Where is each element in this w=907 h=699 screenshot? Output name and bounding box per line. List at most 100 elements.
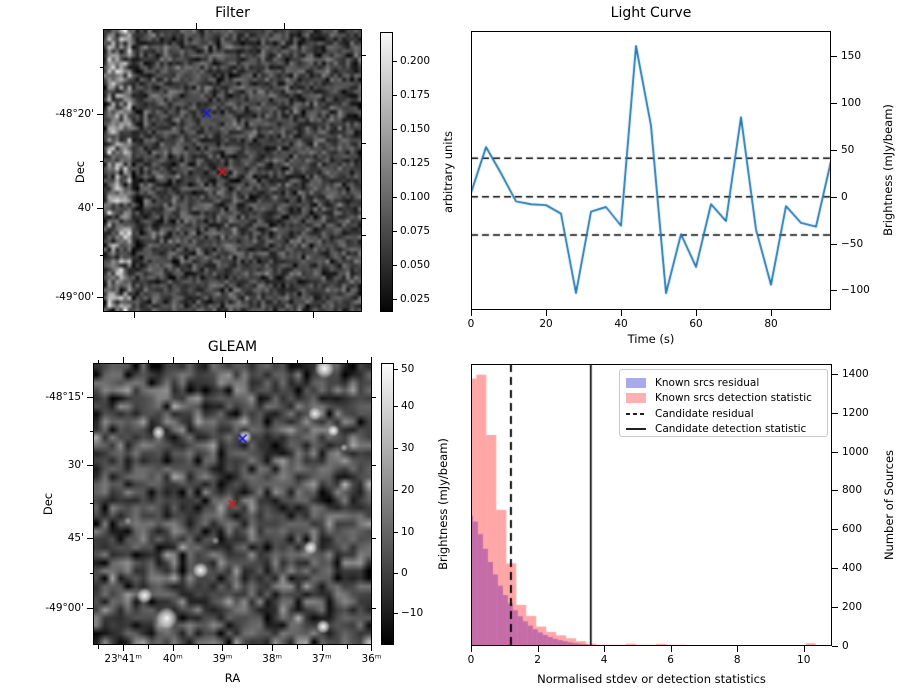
axis-tick	[831, 243, 837, 245]
gleam-x-axis-label: RA	[224, 671, 241, 685]
colorbar-tick	[393, 163, 397, 165]
y-tick-label: 1400	[842, 367, 869, 380]
axis-tick	[247, 645, 249, 649]
legend-item: Candidate residual	[626, 406, 821, 422]
axis-tick	[296, 359, 298, 363]
light-curve-title: Light Curve	[610, 5, 692, 21]
axis-tick	[272, 357, 274, 363]
filter-heatmap	[103, 29, 362, 312]
y-tick-label: 100	[841, 97, 862, 110]
axis-tick	[621, 310, 622, 316]
colorbar-tick	[393, 264, 397, 266]
axis-tick	[831, 56, 837, 58]
axis-tick	[247, 359, 249, 363]
y-tick-label: −50	[841, 237, 864, 250]
colorbar-tick-label: 20	[401, 483, 415, 496]
colorbar-tick-label: 0.150	[400, 123, 431, 136]
axis-tick	[831, 196, 837, 198]
axis-tick	[362, 55, 366, 57]
axis-tick	[99, 255, 103, 257]
axis-tick	[97, 208, 103, 210]
axis-tick	[296, 645, 298, 649]
axis-tick	[89, 430, 93, 432]
axis-tick	[471, 310, 472, 316]
axis-tick	[831, 290, 837, 292]
filter-title: Filter	[215, 5, 250, 21]
colorbar-tick	[394, 406, 398, 408]
axis-tick	[696, 310, 697, 316]
legend-item: Known srcs residual	[626, 375, 821, 391]
axis-tick	[832, 412, 838, 414]
axis-tick	[134, 312, 136, 318]
axis-tick	[312, 312, 314, 318]
colorbar-tick	[393, 230, 397, 232]
x-tick-label: 60	[689, 318, 703, 330]
axis-tick	[831, 103, 837, 105]
light-curve-plot	[471, 31, 831, 310]
axis-tick	[224, 312, 226, 318]
x-tick-label: 8	[733, 654, 741, 666]
gleam-colorbar-label: Brightness (mJy/beam)	[436, 438, 450, 570]
x-tick-label: 6	[667, 654, 674, 666]
y-tick-label: 1000	[842, 445, 869, 458]
axis-tick	[372, 396, 376, 398]
ra-tick-label: 39ᵐ	[212, 653, 233, 665]
y-tick-label: 200	[842, 601, 863, 614]
colorbar-tick-label: 0.125	[400, 157, 431, 170]
dec-tick-label: -48°20'	[55, 107, 94, 120]
axis-tick	[372, 537, 376, 539]
axis-tick	[372, 608, 376, 610]
axis-tick	[362, 143, 366, 145]
axis-tick	[97, 113, 103, 115]
axis-tick	[123, 357, 125, 363]
legend-swatch	[626, 377, 646, 388]
colorbar-tick	[394, 448, 398, 450]
axis-tick	[98, 645, 100, 649]
gleam-colorbar	[381, 363, 394, 645]
colorbar-tick-label: 0.025	[400, 292, 431, 305]
dec-tick-label: 30'	[67, 458, 84, 471]
axis-tick	[362, 218, 366, 220]
gleam-title: GLEAM	[207, 339, 258, 355]
histogram-y-axis-label: Number of Sources	[882, 449, 896, 561]
y-tick-label: 0	[841, 190, 848, 203]
axis-tick	[371, 357, 373, 363]
light-curve-x-axis-label: Time (s)	[627, 332, 675, 346]
axis-tick	[99, 161, 103, 163]
colorbar-tick	[394, 572, 398, 574]
legend-swatch	[626, 393, 646, 404]
y-tick-label: 1200	[842, 406, 869, 419]
colorbar-tick	[394, 613, 398, 615]
axis-tick	[87, 396, 93, 398]
axis-tick	[99, 66, 103, 68]
legend-label: Known srcs detection statistic	[655, 392, 812, 405]
colorbar-tick	[394, 531, 398, 533]
colorbar-tick-label: −10	[401, 607, 424, 620]
legend: Known srcs residual Known srcs detection …	[619, 369, 828, 437]
axis-tick	[87, 464, 93, 466]
ra-tick-label: 36ᵐ	[361, 653, 382, 665]
axis-tick	[197, 359, 199, 363]
light-curve-y-axis-label: Brightness (mJy/beam)	[881, 104, 895, 236]
axis-tick	[362, 235, 366, 237]
colorbar-tick-label: 30	[401, 442, 415, 455]
y-tick-label: 800	[842, 484, 863, 497]
axis-tick	[537, 646, 539, 652]
axis-tick	[147, 645, 149, 649]
y-tick-label: 0	[842, 640, 849, 652]
axis-tick	[832, 490, 838, 492]
axis-tick	[803, 646, 805, 652]
ra-tick-label: 37ᵐ	[311, 653, 332, 665]
gleam-y-axis-label: Dec	[41, 492, 55, 516]
axis-tick	[737, 646, 739, 652]
colorbar-tick	[394, 368, 398, 370]
axis-tick	[471, 646, 472, 652]
axis-tick	[172, 645, 174, 651]
axis-tick	[123, 645, 125, 651]
x-tick-label: 80	[764, 318, 778, 330]
axis-tick	[832, 529, 838, 531]
x-tick-label: 2	[534, 654, 541, 666]
axis-tick	[372, 464, 376, 466]
axis-tick	[670, 646, 672, 652]
